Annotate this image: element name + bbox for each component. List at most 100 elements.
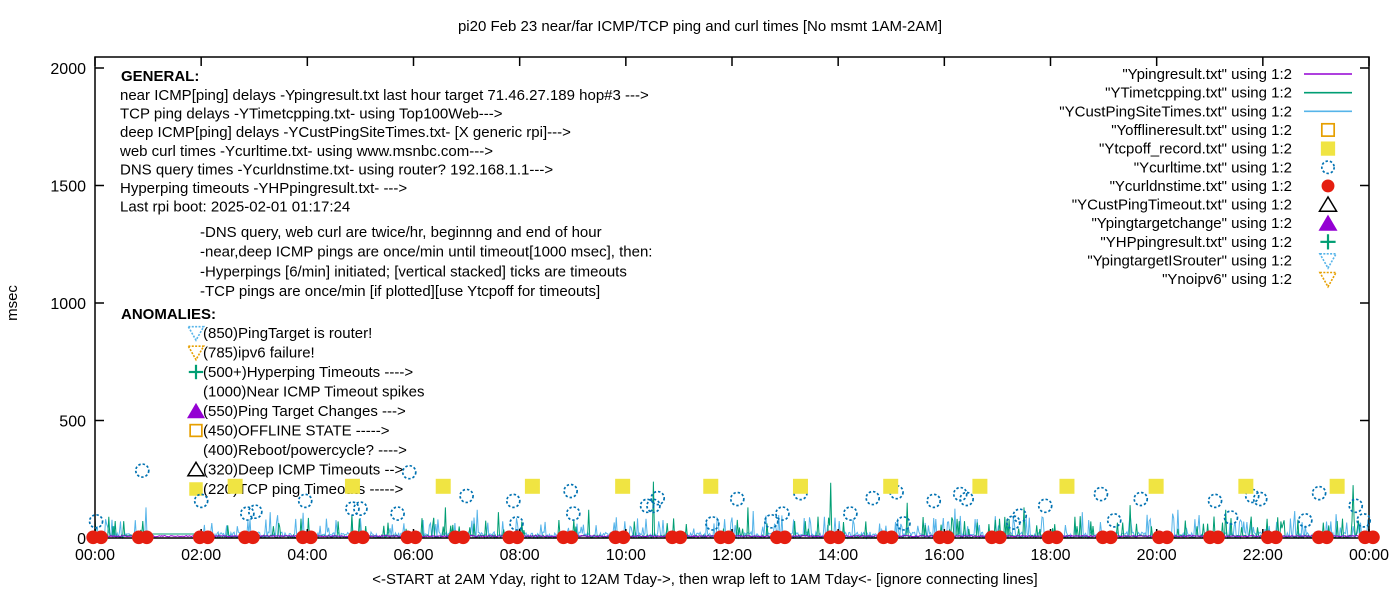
y-tick-label: 2000	[50, 61, 86, 78]
offline-point	[189, 423, 203, 438]
general-line: deep ICMP[ping] delays -YCustPingSiteTim…	[120, 124, 571, 141]
curl-time-point	[1297, 513, 1313, 528]
general-line: TCP ping delays -YTimetcpping.txt- using…	[120, 106, 503, 123]
anomaly-label: (320)Deep ICMP Timeouts -->	[203, 462, 403, 479]
x-tick-label: 06:00	[393, 547, 433, 564]
x-tick-label: 18:00	[1030, 547, 1070, 564]
general-note: -DNS query, web curl are twice/hr, begin…	[200, 224, 602, 241]
general-notes-block: near ICMP[ping] delays -Ypingresult.txt …	[119, 87, 652, 300]
curl-time-point	[297, 493, 313, 509]
curl-time-point	[865, 490, 881, 506]
y-tick-label: 1000	[50, 296, 86, 313]
dns-time-point	[304, 530, 318, 545]
curl-time-point	[345, 501, 360, 516]
tcp-timeout-point	[344, 478, 360, 494]
tcp-timeout-point	[1329, 478, 1345, 494]
anomalies-block: (850)PingTarget is router! (785)ipv6 fail…	[186, 325, 424, 498]
legend-label: "Yofflineresult.txt" using 1:2	[1111, 122, 1292, 139]
x-tick-label: 14:00	[818, 547, 858, 564]
tcp-timeout-point	[227, 478, 243, 494]
dns-time-point	[139, 530, 154, 545]
curl-time-point	[1223, 510, 1239, 525]
legend-label: "Ycurldnstime.txt" using 1:2	[1110, 178, 1292, 195]
x-tick-label: 00:00	[75, 547, 115, 564]
curl-time-point	[896, 516, 911, 531]
curl-time-point	[763, 513, 779, 529]
curl-time-point	[639, 498, 655, 514]
curl-time-point	[193, 493, 209, 509]
legend-label: "Ytcpoff_record.txt" using 1:2	[1099, 141, 1292, 158]
tcp-timeout-point	[972, 478, 988, 494]
dns-time-point	[1320, 530, 1334, 545]
curl-time-point	[1207, 493, 1223, 509]
curl-time-point	[926, 493, 942, 509]
y-tick-label: 0	[77, 531, 86, 548]
curl-time-point	[1320, 160, 1336, 175]
curl-time-point	[1133, 491, 1149, 507]
dns-time-point	[1211, 530, 1225, 545]
triangle-down-marker	[1318, 253, 1338, 270]
dns-time-point	[673, 530, 688, 545]
dns-time-point	[408, 530, 423, 545]
general-line: Hyperping timeouts -YHPpingresult.txt- -…	[120, 180, 407, 197]
legend-label: "Ypingresult.txt" using 1:2	[1122, 66, 1292, 83]
y-tick-label: 1500	[50, 179, 86, 196]
tcp-timeout-point	[1238, 478, 1254, 494]
x-tick-label: 10:00	[606, 547, 646, 564]
tcp-timeout-point	[1320, 141, 1336, 156]
curl-time-point	[1252, 491, 1268, 507]
annotation-layer: pi20 Feb 23 near/far ICMP/TCP ping and c…	[4, 18, 1389, 588]
dns-time-point	[94, 530, 108, 545]
dns-time-point	[831, 530, 846, 545]
dns-time-point	[510, 530, 525, 545]
legend-label: "YHPpingresult.txt" using 1:2	[1100, 234, 1292, 251]
dns-time-point	[1366, 530, 1380, 545]
dns-time-point	[778, 530, 792, 545]
offline-point	[1320, 122, 1336, 137]
x-tick-label: 20:00	[1137, 547, 1177, 564]
triangle-down-marker	[186, 325, 206, 342]
curl-time-point	[565, 506, 581, 521]
anomaly-label: (450)OFFLINE STATE ----->	[203, 423, 390, 440]
curl-time-point	[390, 506, 405, 521]
curl-time-point	[843, 506, 858, 521]
curl-time-point	[705, 516, 720, 531]
dns-time-point	[1160, 530, 1174, 545]
legend-label: "YTimetcpping.txt" using 1:2	[1105, 85, 1292, 102]
general-note: -Hyperpings [6/min] initiated; [vertical…	[200, 263, 627, 280]
curl-time-point	[509, 516, 524, 531]
curl-time-point	[459, 488, 474, 504]
tcp-timeout-point	[435, 478, 451, 494]
triangle-down-marker	[186, 345, 206, 362]
curl-time-point	[1093, 486, 1109, 502]
anomaly-label: (850)PingTarget is router!	[203, 325, 372, 342]
curl-time-point	[1244, 488, 1260, 504]
legend-label: "YCustPingSiteTimes.txt" using 1:2	[1059, 103, 1292, 120]
triangle-up-filled-marker	[1318, 214, 1338, 231]
dns-time-point	[456, 530, 470, 545]
dns-time-point	[941, 530, 955, 545]
dns-time-point	[1049, 530, 1064, 545]
anomaly-label: (400)Reboot/powercycle? ---->	[203, 442, 407, 459]
x-tick-label: 00:00	[1349, 547, 1389, 564]
dns-time-point	[201, 530, 215, 545]
triangle-down-marker	[1318, 271, 1338, 289]
general-note: -near,deep ICMP pings are once/min until…	[200, 244, 652, 261]
x-tick-label: 16:00	[924, 547, 964, 564]
legend-label: "Ycurltime.txt" using 1:2	[1134, 159, 1292, 176]
tcp-timeout-point	[615, 478, 631, 494]
curl-time-point	[1106, 513, 1122, 528]
curl-time-point	[1012, 508, 1028, 524]
curl-time-point	[729, 491, 745, 507]
dns-time-point	[616, 530, 631, 545]
x-tick-label: 12:00	[712, 547, 752, 564]
dns-time-point	[993, 530, 1007, 545]
dns-time-point	[721, 530, 736, 545]
legend: "Ypingresult.txt" using 1:2 "YTimetcpping…	[1059, 66, 1352, 289]
general-line: DNS query times -Ycurldnstime.txt- using…	[120, 161, 553, 178]
curl-time-point	[959, 491, 974, 507]
tcp-timeout-point	[1059, 478, 1075, 494]
x-tick-label: 22:00	[1243, 547, 1283, 564]
